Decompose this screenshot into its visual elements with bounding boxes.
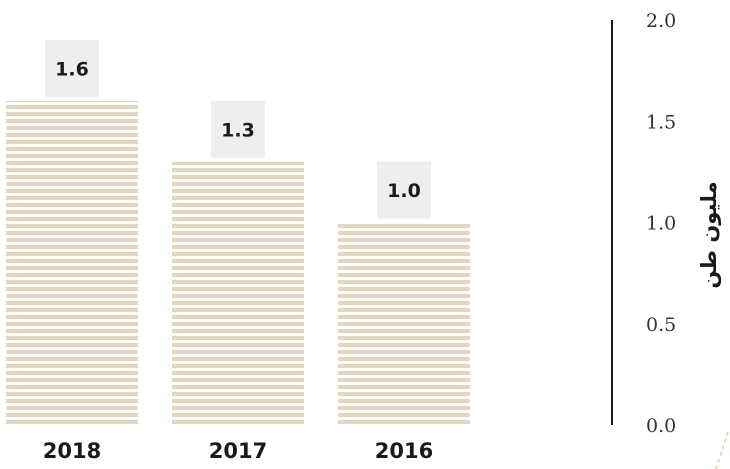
- value-label-box-2018: [45, 40, 99, 97]
- y-tick-label-0.0: 0.0: [646, 415, 676, 437]
- category-labels-layer: 2018 2017 2016: [43, 439, 433, 463]
- category-label-2017: 2017: [209, 439, 267, 463]
- category-label-2016: 2016: [375, 439, 433, 463]
- value-labels-layer: 1.6 1.3 1.0: [45, 40, 431, 219]
- bars-layer: [6, 101, 470, 425]
- category-label-2018: 2018: [43, 439, 101, 463]
- value-label-box-2017: [211, 100, 265, 158]
- y-tick-label-1.0: 1.0: [646, 213, 676, 235]
- value-label-box-2016: [377, 161, 431, 219]
- value-label-2016: 1.0: [387, 180, 421, 202]
- y-tick-label-2.0: 2.0: [646, 10, 676, 32]
- y-tick-labels-layer: 0.0 0.5 1.0 1.5 2.0: [646, 10, 676, 437]
- y-axis-title: مليون طن: [697, 181, 721, 288]
- bar-2018: [6, 101, 138, 425]
- y-tick-label-1.5: 1.5: [646, 111, 676, 133]
- value-label-2018: 1.6: [55, 59, 89, 81]
- bar-2016: [338, 222, 470, 425]
- corner-decoration: [715, 431, 729, 469]
- bar-2017: [172, 161, 304, 425]
- y-tick-label-0.5: 0.5: [646, 314, 676, 336]
- value-label-2017: 1.3: [221, 119, 255, 141]
